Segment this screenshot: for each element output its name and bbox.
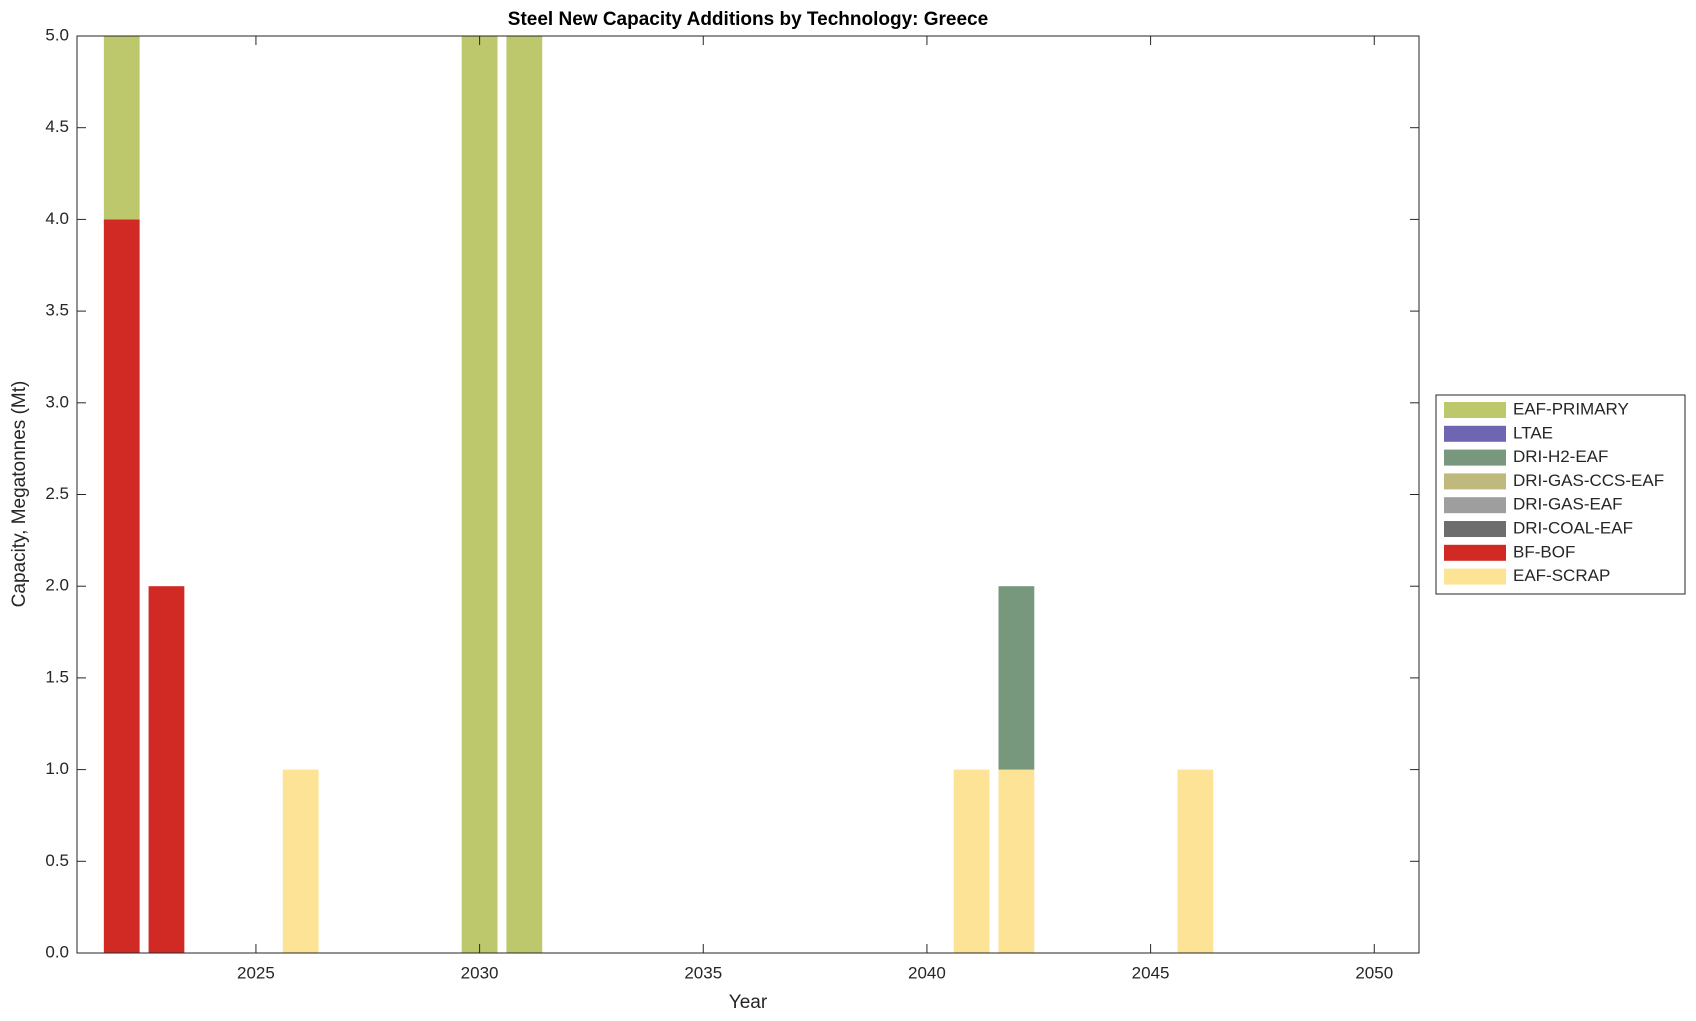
bar-segment: [148, 586, 185, 953]
y-tick-label: 2.5: [45, 484, 69, 503]
legend-label: DRI-COAL-EAF: [1513, 518, 1633, 537]
bar-segment: [103, 36, 140, 220]
y-tick-label: 3.5: [45, 301, 69, 320]
bar-segment: [103, 219, 140, 953]
y-tick-label: 0.0: [45, 942, 69, 961]
legend-label: DRI-H2-EAF: [1513, 447, 1608, 466]
x-tick-label: 2035: [684, 963, 722, 982]
legend-label: LTAE: [1513, 423, 1553, 442]
plot-area: [77, 36, 1419, 953]
legend-swatch: [1444, 544, 1506, 561]
bar-segment: [998, 586, 1035, 770]
bar-segment: [461, 36, 498, 953]
x-tick-label: 2030: [461, 963, 499, 982]
bars: [103, 36, 1214, 953]
legend-swatch: [1444, 425, 1506, 442]
legend-swatch: [1444, 568, 1506, 585]
legend-label: EAF-PRIMARY: [1513, 399, 1629, 418]
y-tick-label: 5.0: [45, 25, 69, 44]
legend-label: BF-BOF: [1513, 542, 1575, 561]
y-tick-label: 2.0: [45, 576, 69, 595]
y-tick-label: 3.0: [45, 392, 69, 411]
legend-swatch: [1444, 521, 1506, 537]
y-tick-label: 1.5: [45, 667, 69, 686]
y-axis-label: Capacity, Megatonnes (Mt): [9, 381, 30, 608]
y-tick-label: 4.5: [45, 117, 69, 136]
x-tick-label: 2040: [908, 963, 946, 982]
bar-segment: [998, 769, 1035, 953]
legend-label: DRI-GAS-CCS-EAF: [1513, 471, 1664, 490]
x-tick-label: 2025: [237, 963, 275, 982]
y-tick-label: 0.5: [45, 851, 69, 870]
bar-segment: [506, 36, 543, 953]
legend-swatch: [1444, 402, 1506, 418]
legend-label: DRI-GAS-EAF: [1513, 495, 1623, 514]
x-axis-label: Year: [729, 992, 768, 1013]
chart-title: Steel New Capacity Additions by Technolo…: [508, 9, 988, 30]
x-tick-label: 2045: [1132, 963, 1170, 982]
bar-segment: [953, 769, 990, 953]
x-tick-label: 2050: [1355, 963, 1393, 982]
legend-label: EAF-SCRAP: [1513, 566, 1610, 585]
bar-segment: [1177, 769, 1214, 953]
legend-swatch: [1444, 449, 1506, 466]
y-tick-label: 1.0: [45, 759, 69, 778]
bar-segment: [282, 769, 319, 953]
legend-swatch: [1444, 473, 1506, 490]
legend-swatch: [1444, 497, 1506, 514]
y-tick-label: 4.0: [45, 209, 69, 228]
